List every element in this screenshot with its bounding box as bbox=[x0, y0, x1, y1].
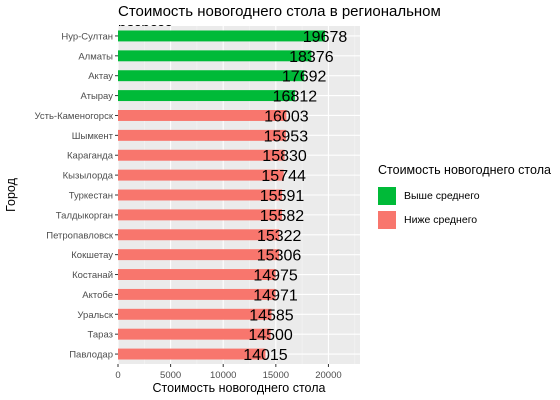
y-tick-label: Караганда bbox=[67, 151, 114, 162]
y-tick-label: Туркестан bbox=[69, 191, 113, 202]
legend-item-below: Ниже среднего bbox=[378, 209, 551, 231]
y-tick-label: Актобе bbox=[82, 290, 113, 301]
data-label: 16003 bbox=[264, 108, 309, 125]
data-label: 14971 bbox=[253, 287, 298, 304]
legend-label-above: Выше среднего bbox=[404, 190, 480, 202]
bar bbox=[118, 328, 271, 340]
data-label: 15322 bbox=[257, 228, 302, 245]
x-tick-label: 10000 bbox=[210, 370, 236, 381]
legend-swatch-below bbox=[378, 211, 396, 229]
data-label: 18376 bbox=[289, 49, 334, 66]
legend: Стоимость новогоднего стола Выше среднег… bbox=[378, 163, 551, 233]
y-axis-title: Город bbox=[4, 177, 18, 212]
legend-swatch-above bbox=[378, 187, 396, 205]
bar bbox=[118, 249, 280, 261]
bar bbox=[118, 209, 282, 221]
bar bbox=[118, 288, 276, 300]
data-label: 14500 bbox=[248, 327, 293, 344]
legend-label-below: Ниже среднего bbox=[404, 214, 478, 226]
bar bbox=[118, 50, 312, 62]
data-label: 14975 bbox=[253, 268, 298, 285]
y-tick-label: Атырау bbox=[80, 91, 113, 102]
data-label: 19678 bbox=[303, 29, 348, 46]
y-tick-label: Павлодар bbox=[69, 350, 113, 361]
data-label: 16812 bbox=[273, 89, 318, 106]
x-tick-label: 5000 bbox=[160, 370, 181, 381]
bar bbox=[118, 110, 287, 121]
data-label: 14015 bbox=[243, 347, 288, 364]
bar bbox=[118, 30, 326, 42]
data-label: 15744 bbox=[261, 168, 306, 185]
y-tick-label: Нур-Султан bbox=[61, 31, 113, 42]
data-label: 15591 bbox=[260, 188, 305, 205]
y-tick-label: Актау bbox=[88, 71, 113, 82]
y-tick-label: Талдыкорган bbox=[56, 210, 113, 221]
data-label: 15953 bbox=[264, 128, 309, 145]
y-tick-label: Уральск bbox=[77, 310, 113, 321]
y-tick-label: Усть-Каменогорск bbox=[34, 111, 113, 122]
bar bbox=[118, 90, 295, 102]
data-label: 14585 bbox=[249, 307, 294, 324]
bar bbox=[118, 129, 286, 141]
bar bbox=[118, 149, 285, 161]
x-tick-label: 0 bbox=[115, 370, 120, 381]
data-label: 17692 bbox=[282, 69, 327, 86]
x-tick-label: 15000 bbox=[263, 370, 289, 381]
y-tick-label: Шымкент bbox=[72, 131, 114, 142]
legend-item-above: Выше среднего bbox=[378, 185, 551, 207]
y-tick-label: Петропавловск bbox=[46, 230, 114, 241]
x-axis-title: Стоимость новогоднего стола bbox=[153, 381, 326, 395]
bar bbox=[118, 269, 276, 280]
bar bbox=[118, 169, 284, 181]
y-tick-label: Тараз bbox=[88, 330, 113, 341]
x-tick-label: 20000 bbox=[315, 370, 341, 381]
data-label: 15830 bbox=[262, 148, 307, 165]
legend-title: Стоимость новогоднего стола bbox=[378, 163, 551, 177]
bar bbox=[118, 308, 272, 320]
y-tick-label: Костанай bbox=[72, 270, 113, 281]
bar bbox=[118, 189, 283, 201]
data-label: 15582 bbox=[260, 208, 305, 225]
data-label: 15306 bbox=[257, 248, 302, 265]
y-tick-label: Алматы bbox=[78, 51, 113, 62]
y-tick-label: Кызылорда bbox=[63, 171, 114, 182]
bar bbox=[118, 70, 305, 82]
y-tick-label: Кокшетау bbox=[71, 250, 113, 261]
bar bbox=[118, 348, 266, 360]
bar bbox=[118, 229, 280, 241]
